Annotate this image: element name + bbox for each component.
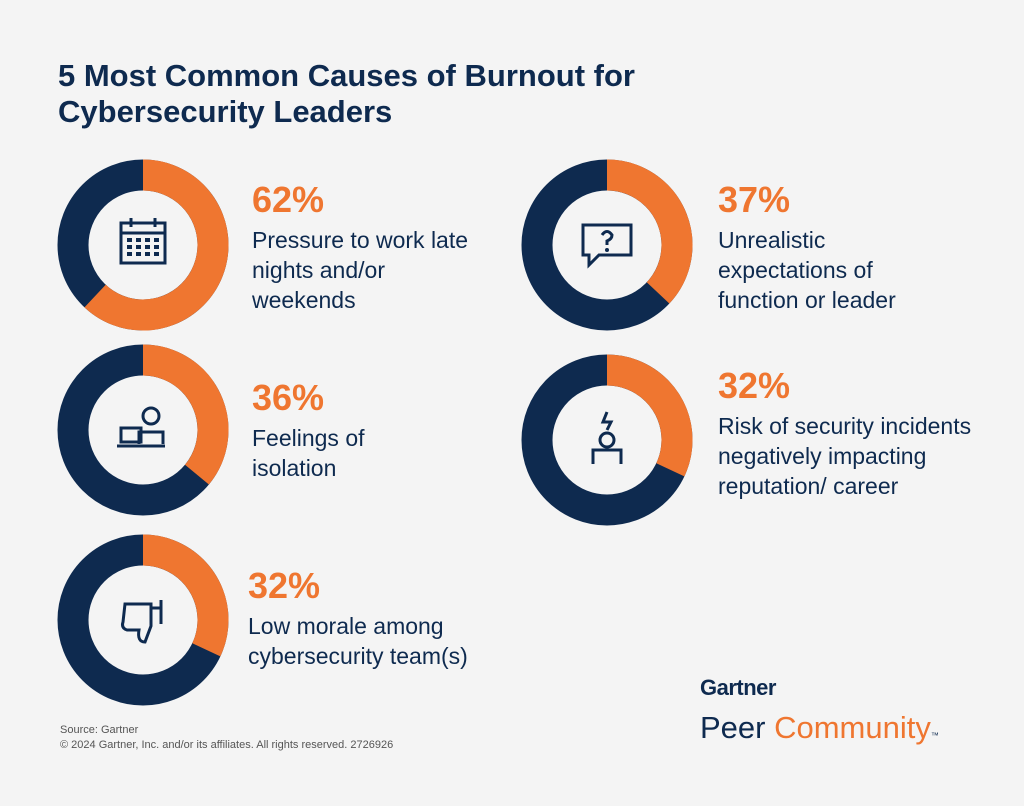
- donut-segment: [142, 534, 229, 657]
- icon-part: [581, 223, 633, 269]
- icon: [117, 406, 165, 448]
- icon-part: [600, 411, 614, 431]
- icon-part: [119, 426, 143, 444]
- donut-chart: [521, 159, 693, 331]
- icon-part: [119, 221, 167, 265]
- icon-part: [145, 252, 150, 256]
- logo-mark: ™: [930, 731, 939, 740]
- icon-part: [600, 230, 614, 245]
- value-label: 32%: [718, 365, 791, 406]
- donut-segment: [606, 159, 693, 304]
- icon-part: [136, 252, 141, 256]
- icon-part: [137, 430, 165, 444]
- icon-part: [145, 245, 150, 249]
- icon-part: [598, 431, 616, 449]
- icon-part: [154, 238, 159, 242]
- donut-segment: [606, 354, 693, 477]
- logo-product: Peer Community™: [700, 710, 939, 746]
- donut-chart: [57, 344, 229, 516]
- value-label: 32%: [248, 565, 321, 606]
- cause-label: Unrealistic expectations of function or …: [718, 227, 896, 313]
- donut-chart: [57, 159, 229, 331]
- copyright: © 2024 Gartner, Inc. and/or its affiliat…: [60, 739, 394, 751]
- title: 5 Most Common Causes of Burnout for Cybe…: [58, 58, 635, 129]
- icon-part: [136, 245, 141, 249]
- icon-part: [154, 252, 159, 256]
- icon-part: [141, 406, 161, 426]
- logo-word: Community: [774, 710, 931, 745]
- logo-brand: Gartner: [700, 675, 776, 700]
- icon-part: [154, 245, 159, 249]
- donut-segment: [84, 159, 229, 331]
- icon-part: [145, 238, 150, 242]
- icon-part: [591, 448, 623, 464]
- donut-segment: [142, 344, 229, 485]
- donut-chart: [57, 534, 229, 706]
- cause-label: Feelings of isolation: [252, 425, 365, 481]
- icon-part: [151, 600, 163, 624]
- icon-part: [127, 245, 132, 249]
- icon: [591, 411, 623, 464]
- icon-part: [121, 602, 153, 644]
- cause-label: Pressure to work late nights and/or week…: [252, 227, 469, 313]
- icon-part: [605, 248, 609, 252]
- cause-label: Risk of security incidents negatively im…: [718, 413, 972, 499]
- icon: [121, 600, 163, 644]
- icon-part: [127, 252, 132, 256]
- source: Source: Gartner: [60, 724, 139, 736]
- icon-part: [136, 238, 141, 242]
- value-label: 37%: [718, 179, 791, 220]
- value-label: 36%: [252, 377, 325, 418]
- value-label: 62%: [252, 179, 325, 220]
- donut-chart: [521, 354, 693, 526]
- cause-label: Low morale among cybersecurity team(s): [248, 613, 468, 669]
- icon: [581, 223, 633, 269]
- icon-part: [127, 238, 132, 242]
- logo-word: Peer: [700, 710, 766, 745]
- icon: [119, 218, 167, 265]
